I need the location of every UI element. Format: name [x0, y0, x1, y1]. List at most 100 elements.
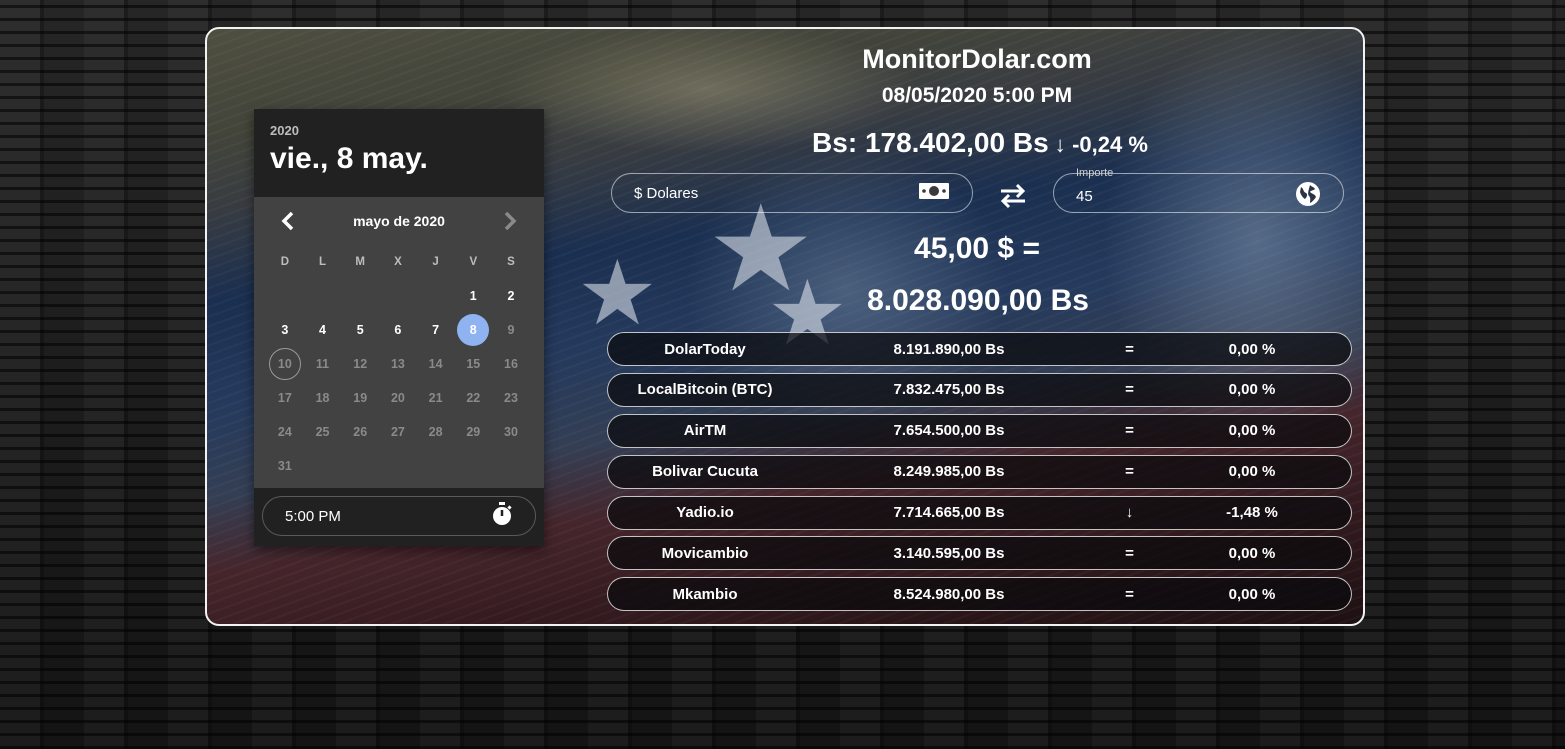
table-row[interactable]: Bolivar Cucuta 8.249.985,00 Bs = 0,00 %: [607, 454, 1352, 489]
calendar-day-label: 27: [390, 425, 405, 439]
time-field[interactable]: 5:00 PM: [262, 496, 536, 536]
calendar-day-label: 5: [356, 323, 364, 337]
calendar-empty-cell: [417, 279, 455, 313]
rate-source-change: 0,00 %: [1228, 340, 1276, 358]
calendar-day[interactable]: 7: [417, 313, 455, 347]
next-month-button[interactable]: [496, 207, 524, 235]
calendar-day-label: 4: [319, 323, 326, 337]
prev-month-button[interactable]: [274, 207, 302, 235]
calendar-day[interactable]: 5: [341, 313, 379, 347]
calendar-day: 15: [454, 347, 492, 381]
chevron-left-icon: [281, 211, 294, 231]
calendar-empty-cell: [304, 449, 342, 483]
calendar-day-label: 26: [353, 425, 368, 439]
calendar-day-label: 31: [277, 459, 292, 473]
calendar-week: 10 11 12 13 14 15 16: [254, 347, 544, 381]
calendar-day-label: 29: [466, 425, 481, 439]
time-value: 5:00 PM: [285, 507, 341, 525]
background-star-icon: ★: [707, 182, 815, 316]
conversion-result: 8.028.090,00 Bs: [867, 284, 1089, 317]
calendar-day-label: 24: [277, 425, 292, 439]
background-star-icon: ★: [577, 244, 658, 344]
calendar-week: 17 18 19 20 21 22 23: [254, 381, 544, 415]
calendar-day-label: 13: [390, 357, 405, 371]
calendar-day-label: 17: [277, 391, 292, 405]
swap-arrows-icon[interactable]: [997, 182, 1029, 210]
calendar-day: 23: [492, 381, 530, 415]
table-row[interactable]: Movicambio 3.140.595,00 Bs = 0,00 %: [607, 536, 1352, 571]
table-row[interactable]: DolarToday 8.191.890,00 Bs = 0,00 %: [607, 332, 1352, 366]
calendar-day[interactable]: 2: [492, 279, 530, 313]
calendar-day: 14: [417, 347, 455, 381]
rate-source-value: 8.249.985,00 Bs: [893, 463, 1005, 481]
table-row[interactable]: AirTM 7.654.500,00 Bs = 0,00 %: [607, 413, 1352, 448]
rate-source-value: 8.524.980,00 Bs: [893, 585, 1005, 603]
rate-source-name: Yadio.io: [676, 504, 734, 522]
calendar-day[interactable]: 4: [304, 313, 342, 347]
picker-selected-date: vie., 8 may.: [270, 142, 428, 175]
rate-source-trend: =: [1125, 585, 1134, 603]
rate-source-name: DolarToday: [664, 340, 746, 358]
currency-select[interactable]: $ Dolares: [611, 173, 973, 213]
calendar-day: 27: [379, 415, 417, 449]
calendar-week: 31: [254, 449, 544, 483]
main-rate: Bs: 178.402,00 Bs ↓ -0,24 %: [700, 127, 1260, 159]
calendar-day[interactable]: 8: [454, 313, 492, 347]
calendar-empty-cell: [379, 449, 417, 483]
stopwatch-icon: [491, 502, 513, 530]
calendar-day-label: 28: [428, 425, 443, 439]
rate-source-name: LocalBitcoin (BTC): [637, 381, 773, 399]
rate-source-trend: =: [1125, 544, 1134, 562]
weekday-label: S: [507, 256, 515, 268]
rate-source-change: 0,00 %: [1228, 463, 1276, 481]
table-row[interactable]: LocalBitcoin (BTC) 7.832.475,00 Bs = 0,0…: [607, 372, 1352, 407]
calendar-day-label: 15: [466, 357, 481, 371]
calendar-day[interactable]: 6: [379, 313, 417, 347]
calendar-day: 13: [379, 347, 417, 381]
calendar-day-label: 22: [466, 391, 481, 405]
picker-year[interactable]: 2020: [270, 123, 299, 138]
calendar-empty-cell: [379, 279, 417, 313]
rate-source-trend: =: [1125, 381, 1134, 399]
amount-field[interactable]: Importe 45: [1053, 167, 1344, 213]
calendar-week: 24 25 26 27 28 29 30: [254, 415, 544, 449]
calendar-day-label: 11: [315, 357, 330, 371]
calendar-day-label: 18: [315, 391, 330, 405]
table-row[interactable]: Mkambio 8.524.980,00 Bs = 0,00 %: [607, 577, 1352, 612]
amount-input[interactable]: 45: [1076, 187, 1093, 205]
weekday-label: J: [432, 256, 439, 268]
current-datetime: 08/05/2020 5:00 PM: [881, 84, 1073, 107]
rate-source-value: 7.714.665,00 Bs: [893, 504, 1005, 522]
calendar-day-label: 7: [432, 323, 440, 337]
date-picker: 2020 vie., 8 may. mayo de 2020 D L M X J V S 1…: [254, 109, 544, 546]
rate-source-change: 0,00 %: [1228, 585, 1276, 603]
weekday-label: D: [280, 256, 289, 268]
rate-source-name: Movicambio: [661, 544, 749, 562]
month-title: mayo de 2020: [353, 213, 445, 229]
rate-source-value: 7.832.475,00 Bs: [893, 381, 1005, 399]
calendar-day: 25: [304, 415, 342, 449]
calendar-day-label: 25: [315, 425, 330, 439]
currency-value: $ Dolares: [634, 184, 699, 202]
rate-source-trend: =: [1125, 340, 1134, 358]
rate-source-name: Mkambio: [672, 585, 738, 603]
calendar-day: 16: [492, 347, 530, 381]
calendar-day[interactable]: 1: [454, 279, 492, 313]
calendar-day-label: 8: [457, 314, 490, 346]
calendar-day: 29: [454, 415, 492, 449]
table-row[interactable]: Yadio.io 7.714.665,00 Bs ↓ -1,48 %: [607, 495, 1352, 530]
calendar-empty-cell: [454, 449, 492, 483]
calendar-day: 24: [266, 415, 304, 449]
calendar-day-label: 19: [353, 391, 368, 405]
calendar-empty-cell: [417, 449, 455, 483]
calendar-empty-cell: [341, 449, 379, 483]
weekday-label: V: [469, 256, 478, 268]
site-title: MonitorDolar.com: [862, 44, 1092, 74]
calendar-day-label: 3: [281, 323, 289, 337]
calendar-day[interactable]: 3: [266, 313, 304, 347]
conversion-input-amount: 45,00 $ =: [914, 232, 1040, 265]
calendar-day-label: 6: [394, 323, 402, 337]
main-rate-value: Bs: 178.402,00 Bs: [812, 127, 1049, 158]
calendar-day: 28: [417, 415, 455, 449]
